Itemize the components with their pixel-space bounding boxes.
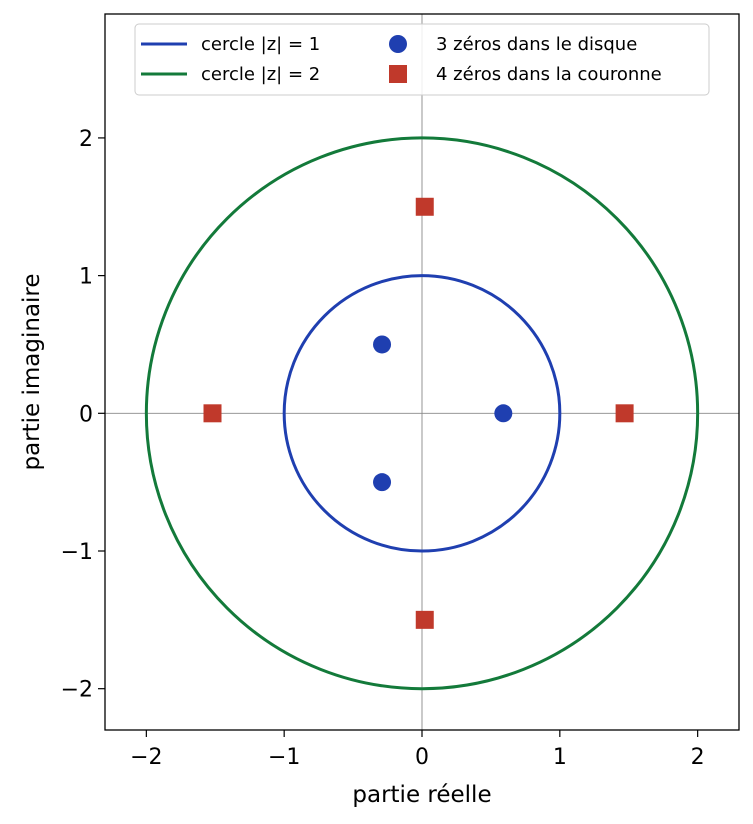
- circle-radius-1: [282, 274, 562, 553]
- y-axis-label: partie imaginaire: [19, 273, 45, 470]
- x-tick-label: 0: [415, 745, 429, 770]
- point-disk-zero-0: [494, 404, 513, 423]
- legend: cercle |z| = 1 cercle |z| = 2 3 zéros da…: [134, 23, 710, 96]
- y-tick-label: −1: [61, 540, 93, 565]
- x-axis-label: partie réelle: [352, 782, 491, 808]
- x-tick-label: 1: [553, 745, 567, 770]
- circle-radius-2: [144, 136, 700, 691]
- x-tick-label: 2: [691, 745, 705, 770]
- y-axis-ticks: −2 −1 0 1 2: [61, 127, 105, 703]
- point-disk-zero-2: [373, 473, 392, 492]
- x-tick-label: −1: [268, 745, 300, 770]
- data-points: [203, 197, 634, 629]
- point-disk-zero-1: [373, 335, 392, 354]
- y-tick-label: 0: [79, 402, 93, 427]
- legend-marker-annulus-zeros: [389, 65, 407, 83]
- x-axis-ticks: −2 −1 0 1 2: [130, 730, 705, 770]
- point-annulus-zero-0: [615, 404, 634, 423]
- legend-label-disk-zeros: 3 zéros dans le disque: [436, 34, 637, 55]
- legend-label-circle-2: cercle |z| = 2: [201, 64, 320, 85]
- point-annulus-zero-3: [415, 610, 434, 629]
- y-tick-label: 2: [79, 127, 93, 152]
- circles: [144, 136, 700, 691]
- legend-marker-disk-zeros: [389, 35, 407, 53]
- legend-frame: [134, 23, 710, 96]
- point-annulus-zero-2: [415, 197, 434, 216]
- y-tick-label: −2: [61, 678, 93, 703]
- legend-label-circle-1: cercle |z| = 1: [201, 34, 320, 55]
- point-annulus-zero-1: [203, 404, 222, 423]
- legend-label-annulus-zeros: 4 zéros dans la couronne: [436, 64, 662, 85]
- y-tick-label: 1: [79, 265, 93, 290]
- x-tick-label: −2: [130, 745, 162, 770]
